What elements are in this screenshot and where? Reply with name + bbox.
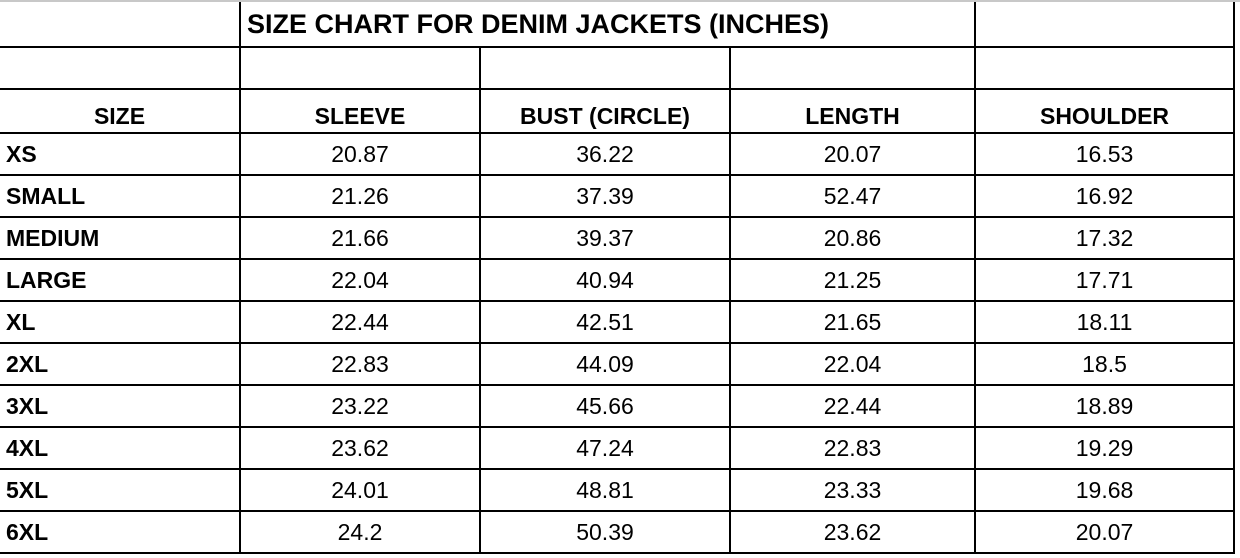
header-sleeve[interactable]: SLEEVE [239,88,481,134]
cell-size[interactable]: 4XL [0,426,241,470]
cell-size[interactable]: XS [0,132,241,176]
empty-cell[interactable] [728,46,977,90]
empty-cell[interactable] [974,46,1236,90]
empty-cell[interactable] [0,2,241,48]
chart-title[interactable]: SIZE CHART FOR DENIM JACKETS (INCHES) [238,2,977,48]
cell-size[interactable]: 3XL [0,384,241,428]
cell-shoulder[interactable]: 17.32 [974,216,1236,260]
cell-sleeve[interactable]: 23.62 [239,426,481,470]
cell-size[interactable]: LARGE [0,258,241,302]
table-row: 6XL 24.2 50.39 23.62 20.07 [0,510,1236,554]
cell-sleeve[interactable]: 22.04 [239,258,481,302]
empty-cell[interactable] [479,46,731,90]
cell-size[interactable]: 6XL [0,510,241,554]
cell-length[interactable]: 23.33 [728,468,977,512]
cell-length[interactable]: 20.07 [728,132,977,176]
cell-length[interactable]: 22.83 [728,426,977,470]
cell-length[interactable]: 20.86 [728,216,977,260]
cell-size[interactable]: SMALL [0,174,241,218]
cell-shoulder[interactable]: 17.71 [974,258,1236,302]
table-row: MEDIUM 21.66 39.37 20.86 17.32 [0,216,1236,260]
table-row: 5XL 24.01 48.81 23.33 19.68 [0,468,1236,512]
cell-shoulder[interactable]: 18.89 [974,384,1236,428]
cell-length[interactable]: 21.65 [728,300,977,344]
cell-shoulder[interactable]: 16.92 [974,174,1236,218]
cell-length[interactable]: 52.47 [728,174,977,218]
cell-bust[interactable]: 47.24 [479,426,731,470]
cell-bust[interactable]: 44.09 [479,342,731,386]
header-length[interactable]: LENGTH [728,88,977,134]
blank-row [0,46,1236,90]
cell-bust[interactable]: 37.39 [479,174,731,218]
table-row: XS 20.87 36.22 20.07 16.53 [0,132,1236,176]
cell-sleeve[interactable]: 23.22 [239,384,481,428]
cell-shoulder[interactable]: 16.53 [974,132,1236,176]
cell-shoulder[interactable]: 19.68 [974,468,1236,512]
cell-length[interactable]: 21.25 [728,258,977,302]
cell-length[interactable]: 22.44 [728,384,977,428]
title-row: SIZE CHART FOR DENIM JACKETS (INCHES) [0,2,1236,48]
table-row: XL 22.44 42.51 21.65 18.11 [0,300,1236,344]
empty-cell[interactable] [239,46,481,90]
header-bust[interactable]: BUST (CIRCLE) [479,88,731,134]
cell-size[interactable]: 5XL [0,468,241,512]
cell-shoulder[interactable]: 18.5 [974,342,1236,386]
cell-bust[interactable]: 50.39 [479,510,731,554]
cell-bust[interactable]: 40.94 [479,258,731,302]
table-row: SMALL 21.26 37.39 52.47 16.92 [0,174,1236,218]
cell-sleeve[interactable]: 21.66 [239,216,481,260]
table-row: 4XL 23.62 47.24 22.83 19.29 [0,426,1236,470]
table-row: 3XL 23.22 45.66 22.44 18.89 [0,384,1236,428]
table-row: 2XL 22.83 44.09 22.04 18.5 [0,342,1236,386]
cell-size[interactable]: 2XL [0,342,241,386]
cell-bust[interactable]: 48.81 [479,468,731,512]
header-size[interactable]: SIZE [0,88,241,134]
cell-sleeve[interactable]: 20.87 [239,132,481,176]
cell-bust[interactable]: 42.51 [479,300,731,344]
cell-size[interactable]: XL [0,300,241,344]
header-shoulder[interactable]: SHOULDER [974,88,1236,134]
cell-sleeve[interactable]: 21.26 [239,174,481,218]
cell-shoulder[interactable]: 19.29 [974,426,1236,470]
table-row: LARGE 22.04 40.94 21.25 17.71 [0,258,1236,302]
cell-length[interactable]: 22.04 [728,342,977,386]
cell-sleeve[interactable]: 24.2 [239,510,481,554]
cell-bust[interactable]: 36.22 [479,132,731,176]
cell-sleeve[interactable]: 24.01 [239,468,481,512]
cell-bust[interactable]: 39.37 [479,216,731,260]
cell-bust[interactable]: 45.66 [479,384,731,428]
header-row: SIZE SLEEVE BUST (CIRCLE) LENGTH SHOULDE… [0,88,1236,134]
empty-cell[interactable] [0,46,241,90]
cell-size[interactable]: MEDIUM [0,216,241,260]
cell-shoulder[interactable]: 18.11 [974,300,1236,344]
cell-sleeve[interactable]: 22.83 [239,342,481,386]
empty-cell[interactable] [974,2,1236,48]
cell-length[interactable]: 23.62 [728,510,977,554]
cell-sleeve[interactable]: 22.44 [239,300,481,344]
cell-shoulder[interactable]: 20.07 [974,510,1236,554]
top-gridline [0,0,1240,2]
